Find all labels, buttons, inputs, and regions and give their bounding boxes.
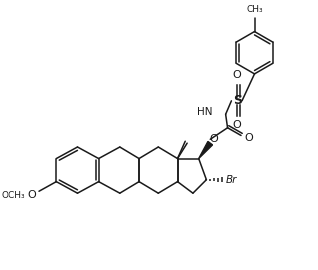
Text: O: O (233, 120, 242, 130)
Text: O: O (27, 190, 36, 200)
Text: S: S (233, 94, 242, 107)
Polygon shape (199, 141, 212, 158)
Text: Br: Br (226, 175, 237, 185)
Text: OCH₃: OCH₃ (2, 191, 25, 200)
Text: HN: HN (197, 107, 212, 117)
Text: O: O (210, 134, 218, 144)
Text: CH₃: CH₃ (246, 5, 263, 14)
Text: O: O (233, 70, 242, 80)
Text: O: O (244, 133, 253, 143)
